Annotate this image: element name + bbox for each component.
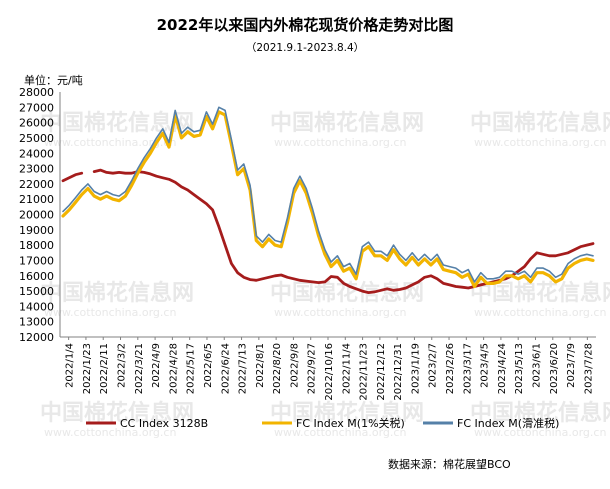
watermark-url: www.cottonchina.org.cn bbox=[44, 136, 176, 149]
x-tick-label: 2023/6/20 bbox=[549, 343, 560, 394]
x-tick-label: 2022/4/9 bbox=[151, 343, 162, 388]
watermark-brand: 中国棉花信息网 bbox=[40, 280, 194, 306]
y-tick-label: 17000 bbox=[19, 254, 54, 267]
watermark-url: www.cottonchina.org.cn bbox=[44, 306, 176, 319]
x-tick-label: 2023/7/28 bbox=[583, 343, 594, 394]
x-tick-label: 2022/6/24 bbox=[220, 343, 231, 394]
x-tick-label: 2023/6/1 bbox=[531, 343, 542, 388]
x-tick-label: 2022/12/12 bbox=[376, 343, 387, 401]
y-tick-label: 18000 bbox=[19, 239, 54, 252]
x-tick-label: 2023/2/7 bbox=[428, 343, 439, 388]
y-tick-label: 22000 bbox=[19, 178, 54, 191]
watermark-brand: 中国棉花信息网 bbox=[40, 110, 194, 136]
y-tick-label: 14000 bbox=[19, 300, 54, 313]
y-tick-label: 24000 bbox=[19, 147, 54, 160]
y-axis-ticks: 12000 13000 14000 15000 16000 17000 18000 19000… bbox=[19, 86, 54, 344]
unit-label: 单位：元/吨 bbox=[24, 74, 83, 87]
x-tick-label: 2023/1/19 bbox=[410, 343, 421, 394]
watermark-url: www.cottonchina.org.cn bbox=[44, 426, 176, 439]
legend-label: CC Index 3128B bbox=[120, 417, 208, 430]
x-tick-label: 2023/5/13 bbox=[514, 343, 525, 394]
y-tick-label: 21000 bbox=[19, 193, 54, 206]
x-tick-label: 2022/6/5 bbox=[203, 343, 214, 388]
x-tick-label: 2022/12/31 bbox=[393, 343, 404, 401]
x-tick-label: 2022/8/1 bbox=[255, 343, 266, 388]
y-tick-label: 26000 bbox=[19, 117, 54, 130]
chart-subtitle: （2021.9.1-2023.8.4） bbox=[245, 42, 365, 54]
watermark-brand: 中国棉花信息网 bbox=[470, 110, 610, 136]
x-tick-label: 2023/7/9 bbox=[566, 343, 577, 388]
x-tick-label: 2022/1/4 bbox=[65, 343, 76, 388]
source-label: 数据来源：棉花展望BCO bbox=[388, 458, 511, 471]
x-tick-label: 2022/11/23 bbox=[359, 343, 370, 401]
y-tick-label: 13000 bbox=[19, 316, 54, 329]
x-tick-label: 2022/9/27 bbox=[307, 343, 318, 394]
x-tick-label: 2022/3/2 bbox=[117, 343, 128, 388]
watermark-brand: 中国棉花信息网 bbox=[470, 400, 610, 426]
x-tick-label: 2022/5/17 bbox=[186, 343, 197, 394]
watermark-brand: 中国棉花信息网 bbox=[270, 400, 424, 426]
x-tick-label: 2022/1/23 bbox=[82, 343, 93, 394]
chart-title: 2022年以来国内外棉花现货价格走势对比图 bbox=[156, 16, 454, 34]
legend: CC Index 3128B FC Index M(1%关税) FC Index M… bbox=[86, 416, 559, 430]
x-tick-label: 2022/10/16 bbox=[324, 343, 335, 401]
watermark-url: www.cottonchina.org.cn bbox=[274, 306, 406, 319]
series-line-cc-index bbox=[61, 168, 595, 294]
watermark-brand: 中国棉花信息网 bbox=[40, 400, 194, 426]
watermark-layer: 中国棉花信息网www.cottonchina.org.cn中国棉花信息网www.… bbox=[40, 110, 610, 439]
y-tick-label: 27000 bbox=[19, 101, 54, 114]
y-tick-label: 15000 bbox=[19, 285, 54, 298]
watermark-brand: 中国棉花信息网 bbox=[270, 110, 424, 136]
x-tick-label: 2022/9/8 bbox=[289, 343, 300, 388]
y-tick-label: 16000 bbox=[19, 270, 54, 283]
legend-label: FC Index M(1%关税) bbox=[296, 416, 405, 430]
watermark-url: www.cottonchina.org.cn bbox=[474, 306, 606, 319]
x-tick-label: 2022/2/11 bbox=[99, 343, 110, 394]
y-tick-label: 20000 bbox=[19, 209, 54, 222]
legend-label: FC Index M(滑准税) bbox=[457, 416, 559, 430]
series-line-fc-index-1pct bbox=[61, 110, 595, 289]
x-tick-label: 2023/4/5 bbox=[480, 343, 491, 388]
y-tick-label: 19000 bbox=[19, 224, 54, 237]
watermark-url: www.cottonchina.org.cn bbox=[474, 136, 606, 149]
watermark-url: www.cottonchina.org.cn bbox=[274, 136, 406, 149]
y-tick-label: 23000 bbox=[19, 163, 54, 176]
watermark-url: www.cottonchina.org.cn bbox=[474, 426, 606, 439]
watermark-url: www.cottonchina.org.cn bbox=[274, 426, 406, 439]
x-tick-label: 2023/2/26 bbox=[445, 343, 456, 394]
x-tick-label: 2022/4/28 bbox=[168, 343, 179, 394]
x-tick-label: 2022/11/4 bbox=[341, 343, 352, 394]
x-tick-label: 2022/3/21 bbox=[134, 343, 145, 394]
x-tick-label: 2022/7/13 bbox=[238, 343, 249, 394]
y-tick-label: 28000 bbox=[19, 86, 54, 99]
x-axis-ticks: 2022/1/4 2022/1/23 2022/2/11 2022/3/2 2022/3… bbox=[65, 337, 594, 401]
series-layer bbox=[61, 106, 595, 294]
x-tick-label: 2022/8/20 bbox=[272, 343, 283, 394]
y-tick-label: 25000 bbox=[19, 132, 54, 145]
x-tick-label: 2023/3/17 bbox=[462, 343, 473, 394]
x-tick-label: 2023/4/24 bbox=[497, 343, 508, 394]
series-line-fc-index-sliding bbox=[62, 106, 594, 283]
y-tick-label: 12000 bbox=[19, 331, 54, 344]
